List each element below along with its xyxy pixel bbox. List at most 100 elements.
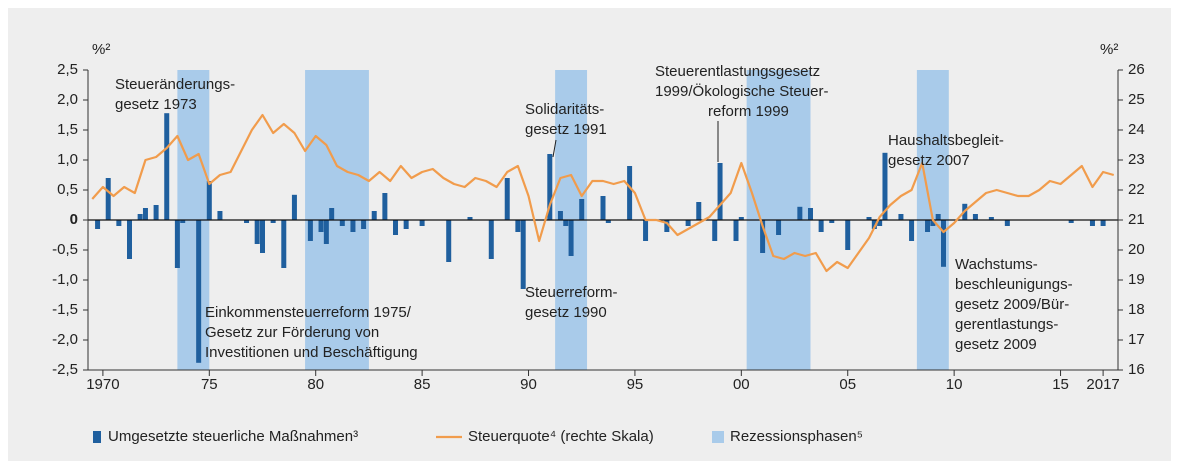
bar xyxy=(797,206,803,220)
x-tick-label: 10 xyxy=(946,376,963,393)
bar xyxy=(142,208,148,220)
bar xyxy=(568,220,574,256)
bar xyxy=(244,220,250,223)
bar xyxy=(105,178,111,220)
bar xyxy=(393,220,399,235)
bar xyxy=(196,220,202,363)
bar xyxy=(318,220,324,232)
leader xyxy=(552,139,557,158)
y2-tick-label: 18 xyxy=(1128,301,1145,318)
y-tick-label: -1,0 xyxy=(52,271,78,288)
annotation: 1999/Ökologische Steuer- xyxy=(655,82,828,100)
x-tick-label: 05 xyxy=(839,376,856,393)
bar xyxy=(882,152,888,220)
bar xyxy=(1089,220,1095,226)
bar xyxy=(643,220,649,241)
y2-tick-label: 21 xyxy=(1128,211,1145,228)
bar xyxy=(254,220,260,244)
annotation: Wachstums- xyxy=(955,256,1038,273)
bar xyxy=(1068,220,1074,223)
y2-tick-label: 23 xyxy=(1128,151,1145,168)
bar xyxy=(515,220,521,232)
x-tick-label: 90 xyxy=(520,376,537,393)
bar xyxy=(339,220,345,226)
bar xyxy=(488,220,494,259)
y2-unit: %² xyxy=(1100,41,1118,58)
bar xyxy=(1100,220,1106,226)
x-tick-label: 75 xyxy=(201,376,218,393)
bar xyxy=(126,220,132,259)
bar xyxy=(557,211,563,220)
bar xyxy=(940,220,946,267)
bar xyxy=(898,214,904,220)
annotation: gesetz 2007 xyxy=(888,152,970,169)
bar xyxy=(600,196,606,220)
bar xyxy=(972,214,978,220)
annotation: Haushaltsbegleit- xyxy=(888,132,1004,149)
bar xyxy=(174,220,180,268)
bar xyxy=(627,166,633,220)
bar xyxy=(866,217,872,220)
x-tick-label: 85 xyxy=(414,376,431,393)
y2-tick-label: 16 xyxy=(1128,361,1145,378)
bar xyxy=(137,214,143,220)
legend-swatch xyxy=(712,431,724,443)
bar xyxy=(446,220,452,262)
y2-tick-label: 20 xyxy=(1128,241,1145,258)
bar xyxy=(329,208,335,220)
legend-label: Umgesetzte steuerliche Maßnahmen³ xyxy=(108,428,358,445)
x-tick-label: 95 xyxy=(627,376,644,393)
bar xyxy=(260,220,266,253)
bar xyxy=(871,220,877,229)
annotation: Gesetz zur Förderung von xyxy=(205,324,379,341)
y-tick-label: -2,0 xyxy=(52,331,78,348)
annotation: Solidaritäts- xyxy=(525,101,604,118)
bar xyxy=(116,220,122,226)
bar xyxy=(206,181,212,220)
bar xyxy=(350,220,356,232)
bar xyxy=(818,220,824,232)
y-tick-label: 1,0 xyxy=(57,151,78,168)
bar xyxy=(733,220,739,241)
bar xyxy=(877,220,883,226)
bar xyxy=(520,220,526,289)
bar xyxy=(935,214,941,220)
y2-tick-label: 26 xyxy=(1128,61,1145,78)
bar xyxy=(925,220,931,232)
legend-swatch xyxy=(93,431,101,443)
x-tick-label: 1970 xyxy=(86,376,119,393)
x-tick-label: 2017 xyxy=(1086,376,1119,393)
x-tick-label: 80 xyxy=(307,376,324,393)
y2-tick-label: 22 xyxy=(1128,181,1145,198)
bar xyxy=(419,220,425,226)
y-tick-label: 2,0 xyxy=(57,91,78,108)
x-tick-label: 00 xyxy=(733,376,750,393)
annotation: Steuerentlastungsgesetz xyxy=(655,63,820,80)
bar xyxy=(807,208,813,220)
annotation: gesetz 1991 xyxy=(525,121,607,138)
annotation: Steueränderungs- xyxy=(115,76,235,93)
annotation: beschleunigungs- xyxy=(955,276,1073,293)
bar xyxy=(845,220,851,250)
bar xyxy=(371,211,377,220)
y2-tick-label: 17 xyxy=(1128,331,1145,348)
bar xyxy=(270,220,276,223)
y-tick-label: -1,5 xyxy=(52,301,78,318)
annotation: gesetz 2009 xyxy=(955,336,1037,353)
bar xyxy=(153,205,159,220)
annotation: Investitionen und Beschäftigung xyxy=(205,344,418,361)
bar xyxy=(504,178,510,220)
y-tick-label: 0 xyxy=(70,211,78,228)
bar xyxy=(605,220,611,223)
y-tick-label: 2,5 xyxy=(57,61,78,78)
bar xyxy=(361,220,367,229)
bar xyxy=(738,217,744,220)
bar xyxy=(1004,220,1010,226)
bar xyxy=(776,220,782,235)
annotation: gesetz 1973 xyxy=(115,96,197,113)
bar xyxy=(180,220,186,223)
bar xyxy=(217,211,223,220)
bar xyxy=(909,220,915,241)
bar xyxy=(829,220,835,223)
